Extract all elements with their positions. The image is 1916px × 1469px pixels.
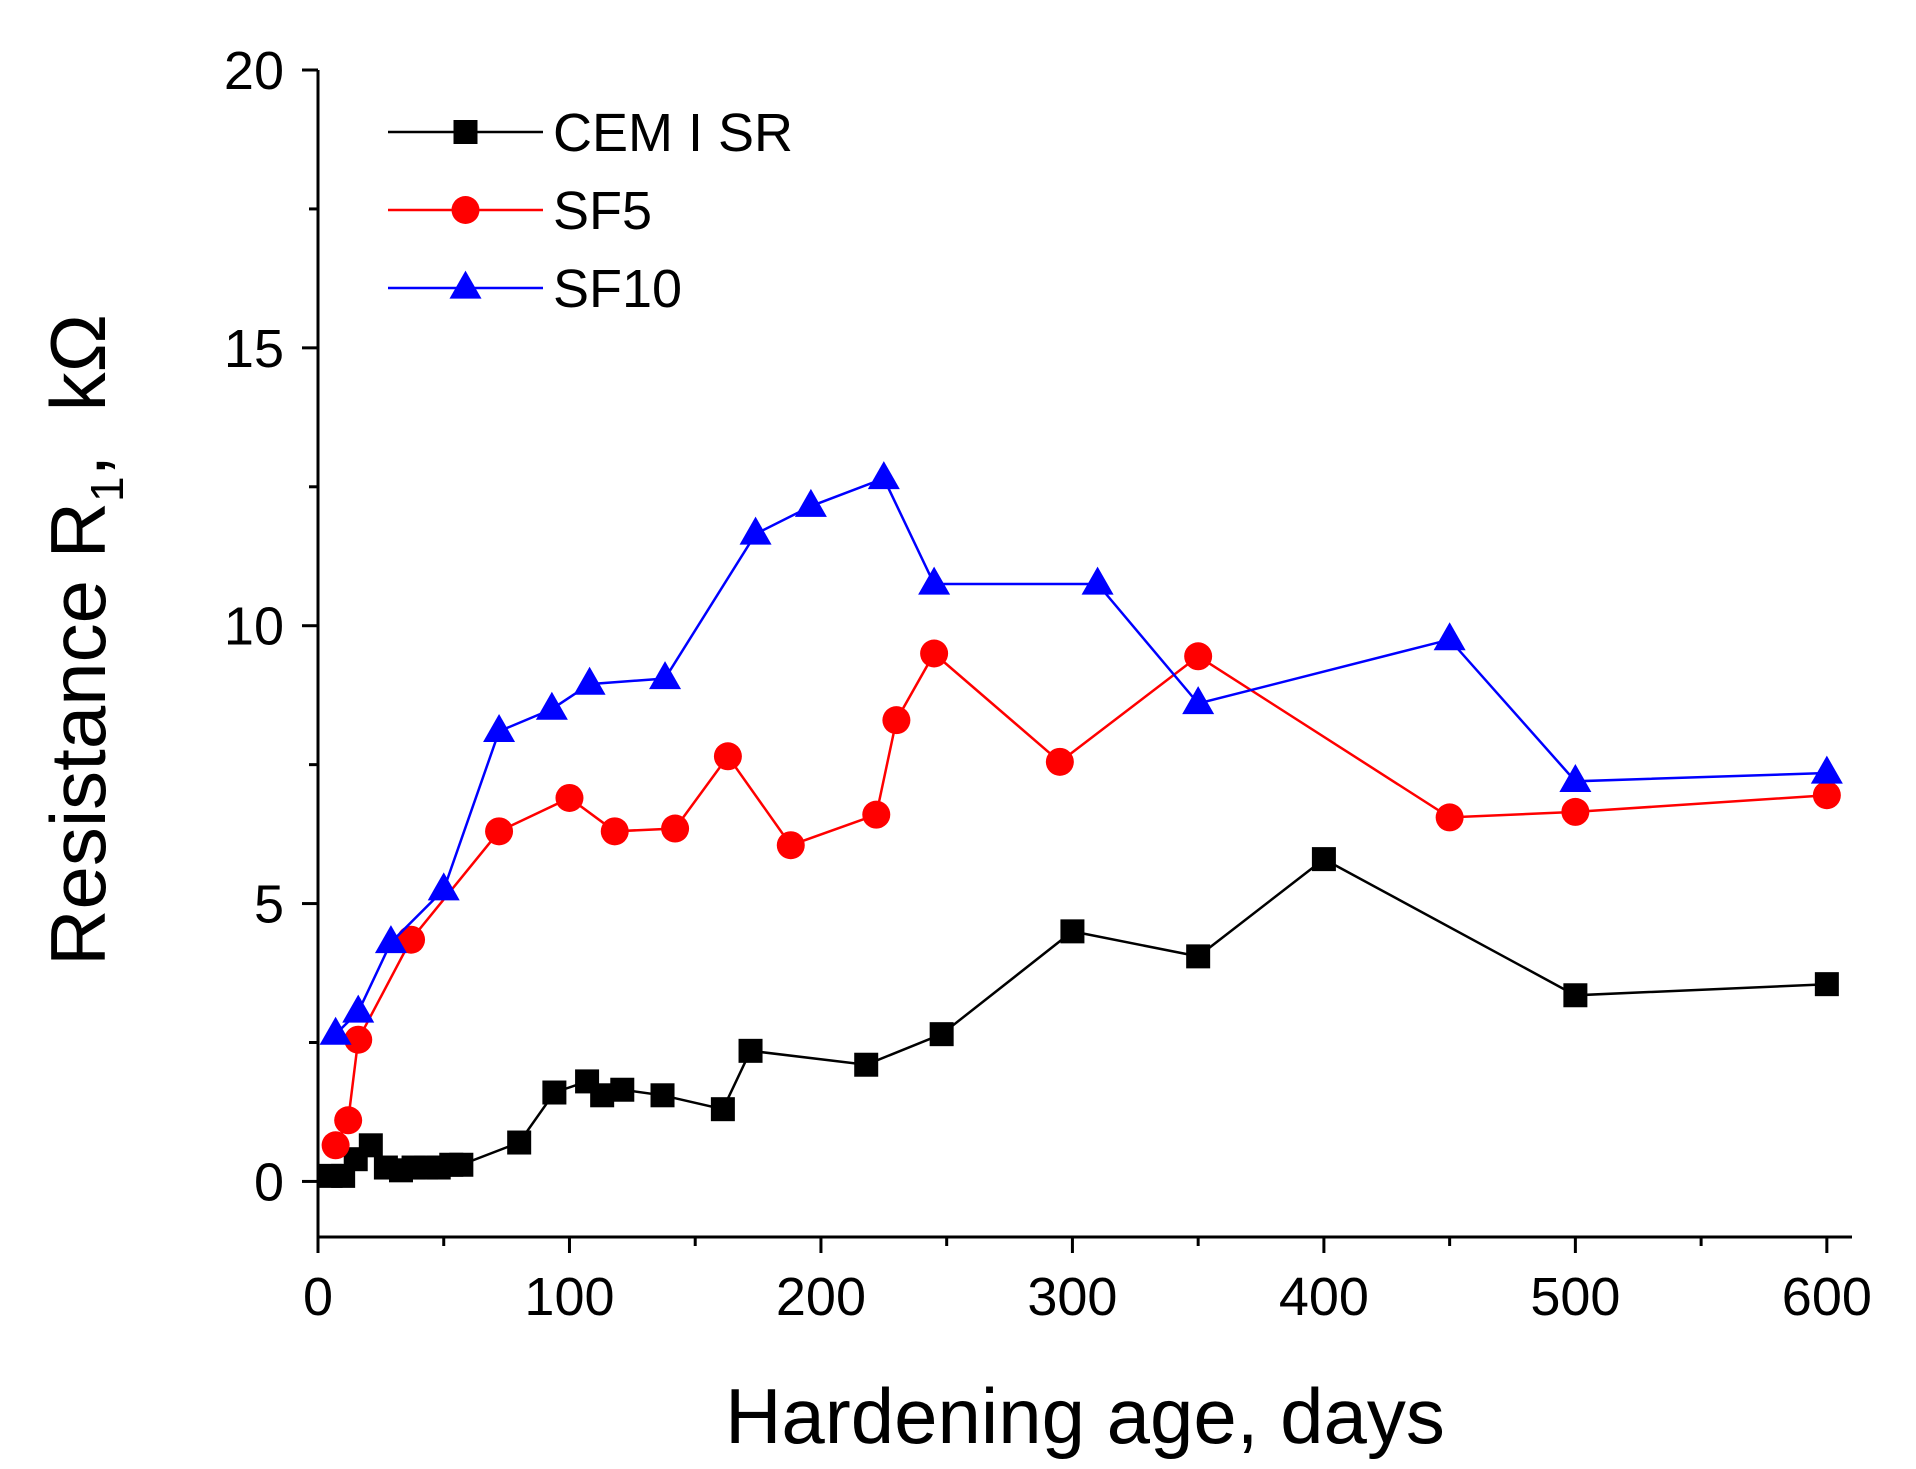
data-point — [1563, 983, 1588, 1008]
series-layer — [318, 461, 1843, 1188]
data-point — [1433, 622, 1466, 651]
data-point — [1060, 919, 1085, 944]
data-point — [1184, 642, 1213, 671]
series-line — [334, 476, 1827, 1036]
data-point — [600, 817, 629, 846]
data-point — [854, 1052, 879, 1077]
data-point — [344, 1025, 373, 1054]
x-tick-label: 100 — [524, 1267, 614, 1327]
data-point — [485, 817, 514, 846]
data-point — [590, 1083, 615, 1108]
data-point — [535, 691, 568, 720]
data-point — [1812, 781, 1841, 810]
data-point — [342, 994, 375, 1023]
plot-area — [316, 70, 1852, 1239]
data-point — [573, 666, 606, 695]
series-line — [334, 651, 1827, 1146]
legend-item: CEM I SR — [388, 103, 793, 163]
data-point — [449, 1152, 474, 1177]
data-point — [776, 831, 805, 860]
y-tick-label: 5 — [254, 875, 284, 935]
legend-marker — [451, 196, 480, 224]
data-point — [739, 516, 772, 545]
legend-label: SF5 — [553, 181, 652, 241]
y-tick-label: 10 — [224, 597, 284, 657]
axis-ticks: 0 100 200 300 400 500 600 0 5 10 15 20 — [224, 41, 1872, 1327]
data-point — [334, 1106, 363, 1135]
series-sf5 — [321, 639, 1841, 1160]
data-point — [882, 706, 911, 735]
data-point — [710, 1097, 735, 1122]
data-point — [1182, 686, 1215, 715]
data-point — [1559, 763, 1592, 792]
legend-label: CEM I SR — [553, 103, 793, 163]
data-point — [507, 1130, 532, 1155]
series-line — [330, 857, 1827, 1178]
data-point — [321, 1131, 350, 1160]
x-tick-label: 600 — [1782, 1267, 1872, 1327]
y-tick-label: 15 — [224, 319, 284, 379]
x-tick-label: 300 — [1027, 1267, 1117, 1327]
y-tick-label: 20 — [224, 41, 284, 101]
data-point — [358, 1133, 383, 1158]
data-point — [650, 1083, 675, 1108]
legend-item: SF5 — [388, 181, 652, 241]
data-point — [929, 1022, 954, 1047]
data-point — [649, 661, 682, 690]
legend: CEM I SR SF5 SF10 — [388, 103, 793, 319]
data-point — [319, 1016, 352, 1045]
y-tick-label: 0 — [254, 1152, 284, 1212]
data-point — [555, 783, 584, 812]
data-point — [1810, 755, 1843, 784]
data-point — [1045, 747, 1074, 776]
data-point — [427, 872, 460, 901]
data-point — [867, 461, 900, 490]
x-tick-label: 200 — [776, 1267, 866, 1327]
x-tick-label: 500 — [1530, 1267, 1620, 1327]
series-cem-i-sr — [318, 847, 1839, 1188]
data-point — [374, 925, 407, 954]
data-point — [918, 566, 951, 595]
y-axis-title-unit: , kΩ — [34, 314, 122, 476]
data-point — [920, 639, 949, 668]
data-point — [738, 1038, 763, 1063]
x-axis-title: Hardening age, days — [725, 1372, 1445, 1460]
data-point — [1435, 803, 1464, 832]
data-point — [397, 925, 426, 954]
x-tick-label: 400 — [1279, 1267, 1369, 1327]
data-point — [1186, 944, 1211, 969]
legend-marker — [453, 120, 478, 144]
y-axis-title-subscript: 1 — [81, 476, 133, 502]
data-point — [661, 814, 690, 843]
data-point — [794, 488, 827, 517]
x-tick-label: 0 — [303, 1267, 333, 1327]
data-point — [1081, 566, 1114, 595]
legend-label: SF10 — [553, 259, 682, 319]
series-sf10 — [319, 461, 1843, 1045]
y-axis-title: Resistance R1, kΩ — [34, 314, 133, 966]
y-axis-title-main: Resistance R — [34, 502, 122, 966]
data-point — [1561, 797, 1590, 826]
legend-marker — [449, 270, 482, 299]
legend-item: SF10 — [388, 259, 682, 319]
data-point — [862, 800, 891, 829]
data-point — [713, 742, 742, 771]
data-point — [542, 1080, 567, 1105]
data-point — [483, 713, 516, 742]
data-point — [1311, 847, 1336, 872]
data-point — [1814, 972, 1839, 997]
data-point — [610, 1077, 635, 1102]
